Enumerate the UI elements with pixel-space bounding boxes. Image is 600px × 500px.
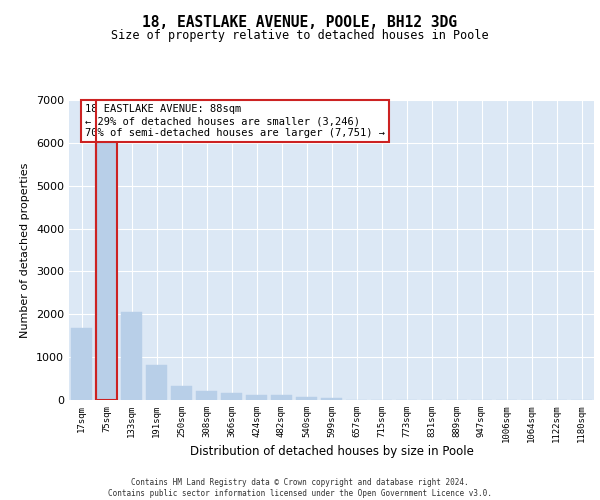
Bar (96, 140, 117, 400)
Bar (271, 396, 292, 400)
Bar (146, 365, 167, 400)
Bar (196, 391, 217, 400)
Y-axis label: Number of detached properties: Number of detached properties (20, 162, 31, 338)
Bar (296, 396, 317, 400)
Bar (171, 386, 192, 400)
Bar (246, 395, 267, 400)
Text: 18, EASTLAKE AVENUE, POOLE, BH12 3DG: 18, EASTLAKE AVENUE, POOLE, BH12 3DG (143, 15, 458, 30)
Text: 18 EASTLAKE AVENUE: 88sqm
← 29% of detached houses are smaller (3,246)
70% of se: 18 EASTLAKE AVENUE: 88sqm ← 29% of detac… (85, 104, 385, 138)
Bar (321, 398, 342, 400)
Bar (121, 312, 142, 400)
Bar (71, 328, 92, 400)
X-axis label: Distribution of detached houses by size in Poole: Distribution of detached houses by size … (190, 446, 473, 458)
Bar (221, 393, 242, 400)
Text: Contains HM Land Registry data © Crown copyright and database right 2024.
Contai: Contains HM Land Registry data © Crown c… (108, 478, 492, 498)
Text: Size of property relative to detached houses in Poole: Size of property relative to detached ho… (111, 29, 489, 42)
